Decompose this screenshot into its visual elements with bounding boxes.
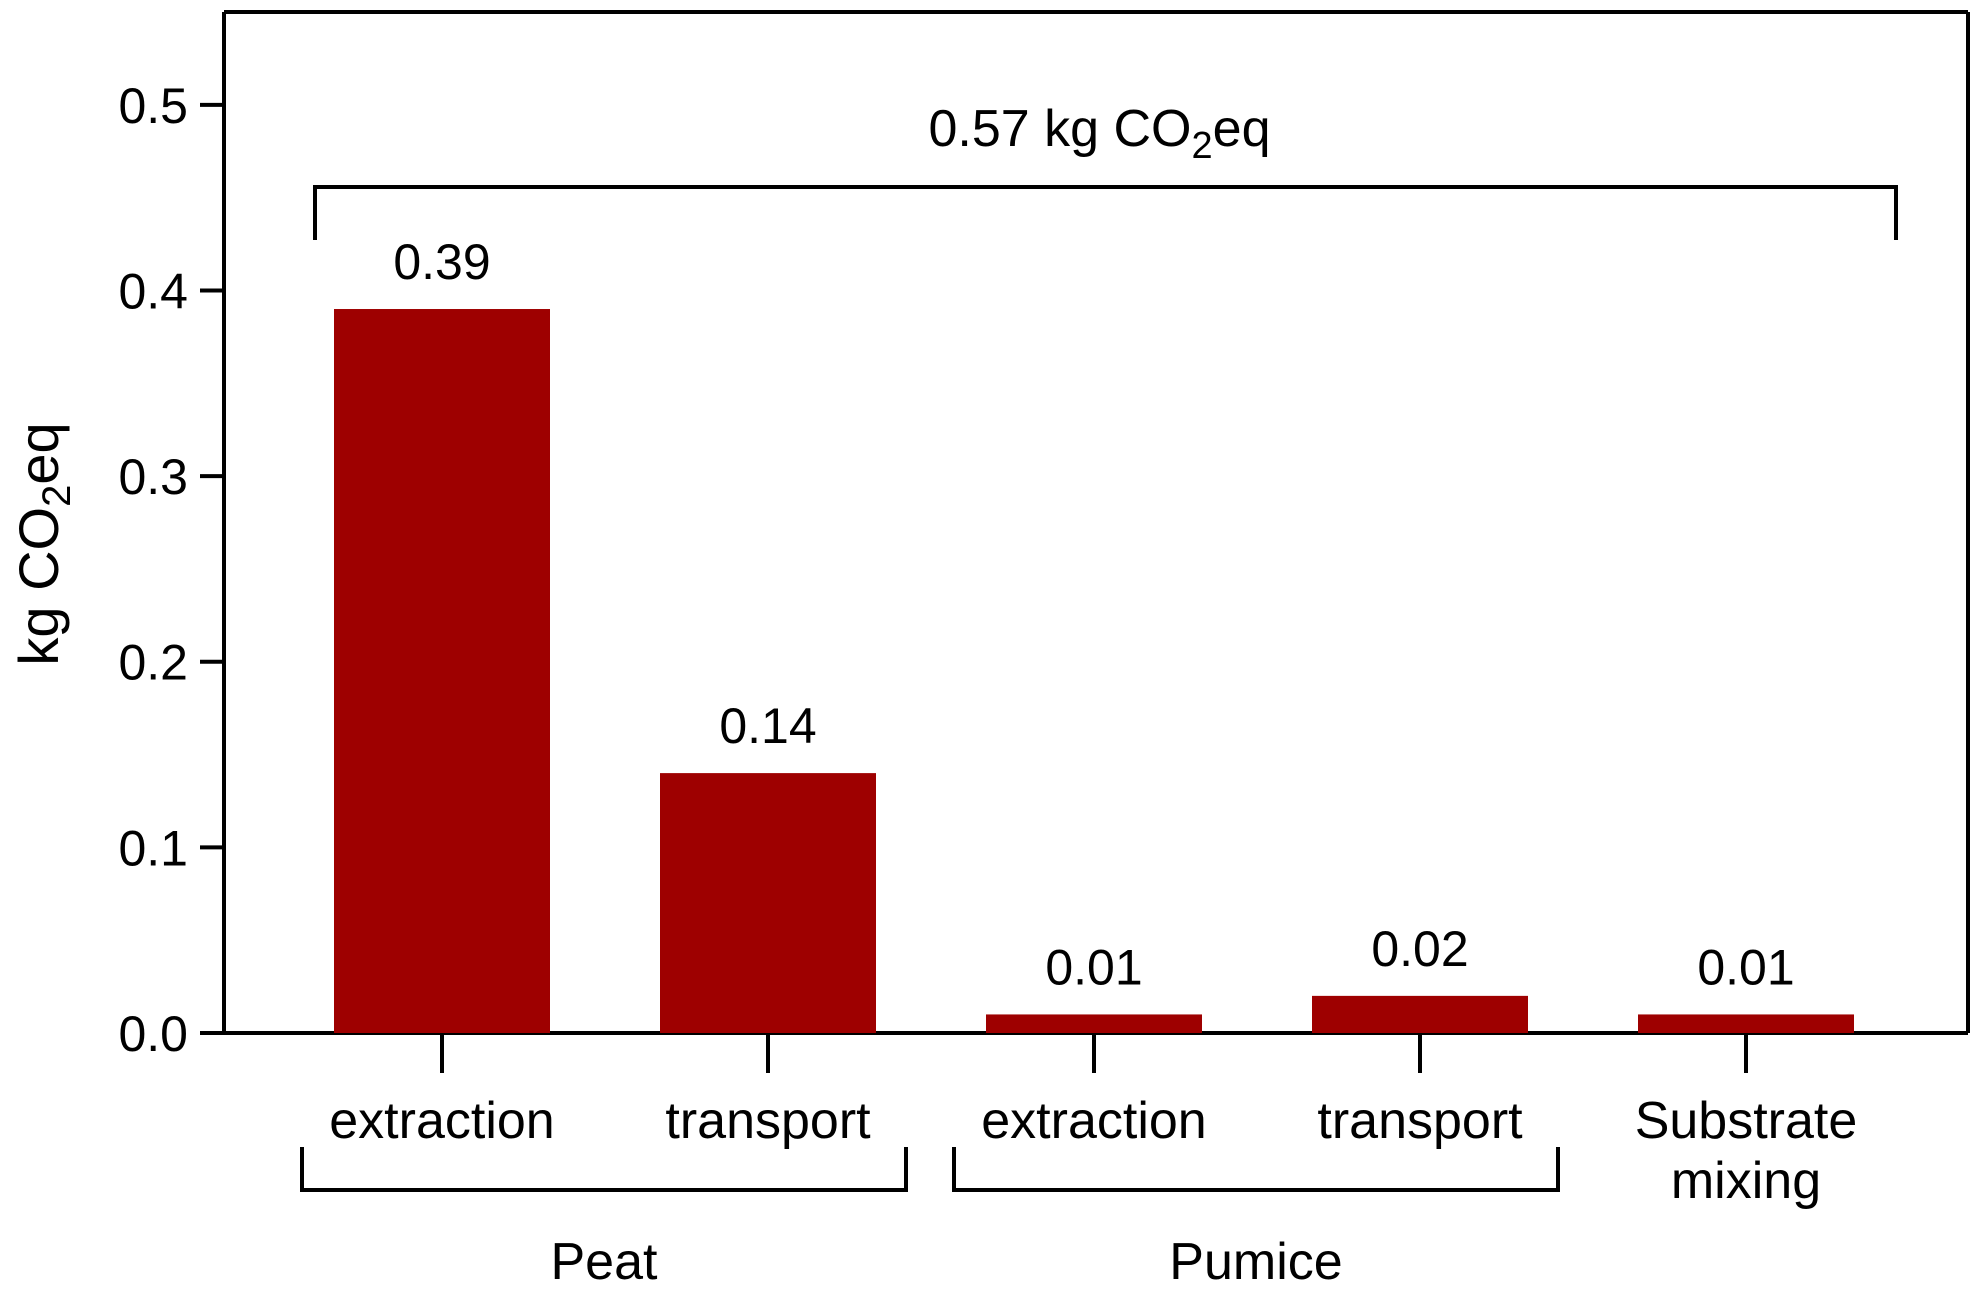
value-label: 0.01 — [1697, 939, 1794, 995]
x-tick-label-line: extraction — [981, 1092, 1206, 1150]
group-label: Peat — [551, 1233, 659, 1291]
bar — [660, 773, 876, 1033]
x-tick-label-line: extraction — [329, 1092, 554, 1150]
bars — [334, 309, 1854, 1033]
x-tick-label: transport — [665, 1092, 871, 1150]
group-bracket — [300, 1147, 908, 1192]
x-tick-label: extraction — [981, 1092, 1206, 1150]
x-tick-label-line: transport — [1317, 1092, 1523, 1150]
y-tick-label: 0.1 — [118, 820, 188, 876]
y-axis-title-subscript: 2 — [35, 485, 79, 507]
total-label: 0.57 kg CO2eq — [928, 100, 1270, 167]
value-label: 0.02 — [1371, 921, 1468, 977]
total-label-subscript: 2 — [1192, 125, 1213, 167]
value-label: 0.39 — [393, 234, 490, 290]
group-brackets: Peat Pumice — [300, 1147, 1560, 1291]
x-tick-label-line: mixing — [1671, 1152, 1821, 1210]
y-tick-label: 0.3 — [118, 449, 188, 505]
x-tick-label: extraction — [329, 1092, 554, 1150]
x-tick-label: Substrate mixing — [1635, 1092, 1858, 1210]
total-label-suffix: eq — [1213, 100, 1271, 158]
value-label: 0.14 — [719, 698, 816, 754]
total-bracket — [313, 185, 1898, 240]
value-label: 0.01 — [1045, 939, 1142, 995]
y-axis: 0.0 0.1 0.2 0.3 0.4 0.5 — [118, 78, 224, 1062]
y-tick-label: 0.5 — [118, 78, 188, 134]
group-bracket — [952, 1147, 1560, 1192]
group-label: Pumice — [1169, 1233, 1342, 1291]
x-axis: extraction transport extraction transport Su… — [329, 1033, 1857, 1210]
y-tick-label: 0.0 — [118, 1006, 188, 1062]
bar — [334, 309, 550, 1033]
bar — [1312, 995, 1528, 1033]
y-axis-title: kg CO2eq — [7, 422, 79, 665]
x-tick-label-line: Substrate — [1635, 1092, 1858, 1150]
y-axis-title-main: kg CO — [7, 507, 70, 666]
x-tick-label: transport — [1317, 1092, 1523, 1150]
y-tick-label: 0.2 — [118, 635, 188, 691]
x-tick-label-line: transport — [665, 1092, 871, 1150]
bar — [1638, 1014, 1854, 1033]
total-label-main: 0.57 kg CO — [928, 100, 1191, 158]
value-labels: 0.39 0.14 0.01 0.02 0.01 — [393, 234, 1794, 995]
bar — [986, 1014, 1202, 1033]
y-tick-label: 0.4 — [118, 263, 188, 319]
total-annotation: 0.57 kg CO2eq — [313, 100, 1898, 240]
y-axis-title-suffix: eq — [7, 422, 70, 484]
